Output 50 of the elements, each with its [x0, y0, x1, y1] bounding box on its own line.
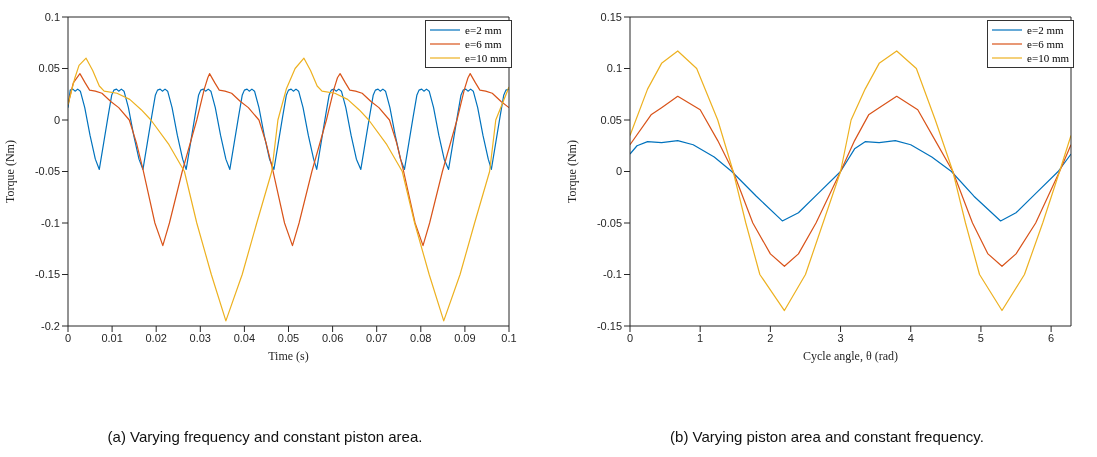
y-tick-label: 0.1 [606, 62, 622, 75]
y-tick-label: 0 [53, 113, 60, 126]
y-tick-label: -0.15 [596, 319, 622, 332]
text: (b) Varying piston area and constant frequency. [669, 428, 985, 445]
y-tick-label: -0.2 [41, 319, 60, 332]
y-tick-label: 0.1 [44, 10, 60, 23]
y-tick-label: -0.1 [603, 268, 622, 281]
text: (a) Varying frequency and constant piston area. [106, 428, 424, 445]
x-tick-label: 6 [1048, 331, 1055, 344]
x-tick-label: 0.06 [321, 331, 344, 344]
y-tick-label: 0.05 [600, 113, 622, 126]
x-tick-label: 5 [977, 331, 984, 344]
legend-label: e=6 mm [465, 37, 502, 51]
y-tick-label: -0.05 [596, 216, 622, 229]
y-axis-title: Torque (Nm) [3, 140, 18, 203]
x-tick-label: 0.07 [365, 331, 388, 344]
line-series [68, 73, 509, 247]
legend-label: e=2 mm [465, 23, 502, 37]
line-series [630, 50, 1071, 312]
y-tick-label: -0.15 [34, 268, 60, 281]
y-tick-label: -0.05 [34, 165, 60, 178]
y-axis-title: Torque (Nm) [565, 140, 580, 203]
line-series [68, 88, 509, 171]
line-series [68, 57, 509, 322]
x-tick-label: 1 [697, 331, 704, 344]
x-tick-label: 0 [626, 331, 634, 344]
x-tick-label: 0.03 [189, 331, 212, 344]
line-series [630, 95, 1071, 267]
x-tick-label: 0.04 [233, 331, 256, 344]
x-tick-label: 4 [907, 331, 914, 344]
y-tick-label: -0.1 [41, 216, 60, 229]
x-tick-label: 3 [837, 331, 844, 344]
legend-label: e=2 mm [1027, 23, 1064, 37]
x-tick-label: 2 [767, 331, 774, 344]
line-series [630, 140, 1071, 222]
y-tick-label: 0.15 [600, 10, 622, 23]
x-axis-title: Time (s) [268, 349, 309, 363]
x-axis-title: Cycle angle, θ (rad) [802, 349, 899, 363]
x-tick-label: 0.05 [277, 331, 300, 344]
y-tick-label: 0.05 [38, 62, 60, 75]
legend-label: e=6 mm [1027, 37, 1064, 51]
x-tick-label: 0.08 [410, 331, 432, 344]
legend-label: e=10 mm [465, 51, 507, 65]
legend-label: e=10 mm [1027, 51, 1069, 65]
x-tick-label: 0.1 [501, 331, 517, 344]
x-tick-label: 0 [64, 331, 72, 344]
y-tick-label: 0 [615, 165, 622, 178]
x-tick-label: 0.02 [145, 331, 167, 344]
x-tick-label: 0.09 [454, 331, 476, 344]
x-tick-label: 0.01 [101, 331, 123, 344]
